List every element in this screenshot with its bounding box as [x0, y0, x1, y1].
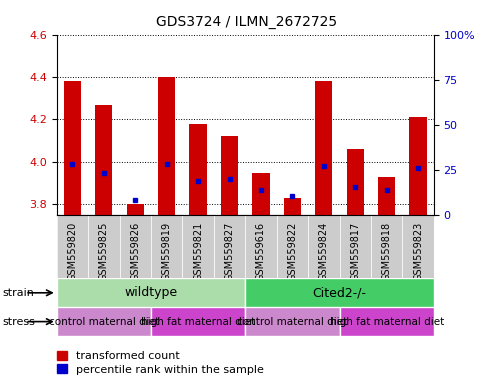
- Bar: [378, 177, 395, 215]
- Text: stress: stress: [2, 316, 35, 327]
- Legend: transformed count, percentile rank within the sample: transformed count, percentile rank withi…: [57, 351, 264, 375]
- Bar: [119, 215, 151, 278]
- Bar: [245, 307, 340, 336]
- Text: wildtype: wildtype: [124, 286, 177, 299]
- Bar: [410, 118, 427, 215]
- Text: GSM559823: GSM559823: [413, 221, 423, 281]
- Bar: [252, 172, 270, 215]
- Bar: [57, 215, 88, 278]
- Text: GSM559825: GSM559825: [99, 221, 109, 281]
- Text: GSM559817: GSM559817: [350, 221, 360, 281]
- Bar: [214, 215, 246, 278]
- Text: GSM559827: GSM559827: [224, 221, 235, 281]
- Text: GSM559818: GSM559818: [382, 221, 392, 280]
- Bar: [308, 215, 340, 278]
- Bar: [347, 149, 364, 215]
- Bar: [88, 215, 119, 278]
- Text: GSM559821: GSM559821: [193, 221, 203, 281]
- Text: high fat maternal diet: high fat maternal diet: [141, 316, 255, 327]
- Bar: [189, 124, 207, 215]
- Bar: [95, 104, 112, 215]
- Bar: [221, 136, 238, 215]
- Text: GSM559616: GSM559616: [256, 221, 266, 280]
- Text: GSM559826: GSM559826: [130, 221, 141, 281]
- Bar: [340, 215, 371, 278]
- Bar: [127, 204, 144, 215]
- Bar: [315, 81, 332, 215]
- Text: high fat maternal diet: high fat maternal diet: [330, 316, 444, 327]
- Text: GSM559824: GSM559824: [319, 221, 329, 281]
- Text: GSM559820: GSM559820: [68, 221, 77, 281]
- Bar: [284, 198, 301, 215]
- Bar: [151, 215, 182, 278]
- Bar: [158, 77, 176, 215]
- Bar: [277, 215, 308, 278]
- Text: Cited2-/-: Cited2-/-: [313, 286, 367, 299]
- Text: strain: strain: [2, 288, 35, 298]
- Bar: [371, 215, 402, 278]
- Bar: [402, 215, 434, 278]
- Text: GDS3724 / ILMN_2672725: GDS3724 / ILMN_2672725: [156, 15, 337, 29]
- Text: GSM559822: GSM559822: [287, 221, 297, 281]
- Bar: [151, 307, 245, 336]
- Text: GSM559819: GSM559819: [162, 221, 172, 280]
- Text: control maternal diet: control maternal diet: [49, 316, 159, 327]
- Bar: [64, 81, 81, 215]
- Bar: [57, 307, 151, 336]
- Bar: [57, 278, 245, 307]
- Bar: [340, 307, 434, 336]
- Text: control maternal diet: control maternal diet: [237, 316, 348, 327]
- Bar: [245, 215, 277, 278]
- Bar: [182, 215, 214, 278]
- Bar: [245, 278, 434, 307]
